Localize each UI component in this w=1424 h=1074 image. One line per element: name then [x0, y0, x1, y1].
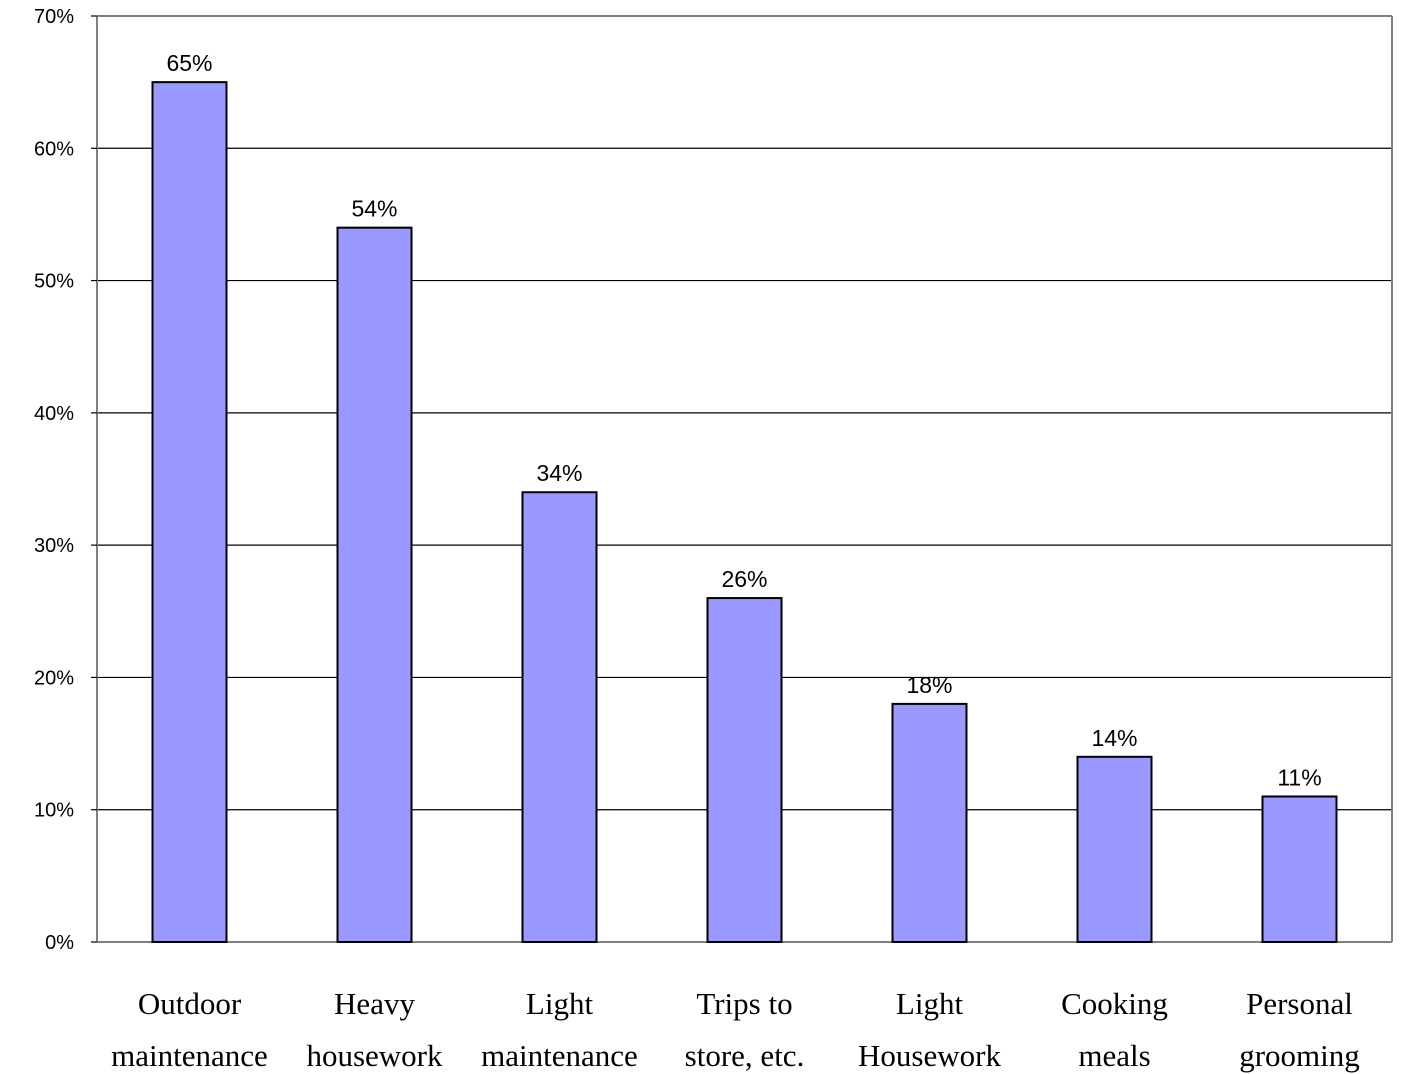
- bar: [891, 702, 968, 944]
- x-axis-categories: Outdoor maintenance Heavy housework Light mai…: [111, 986, 1360, 1073]
- x-category-label: Cooking meals: [1061, 986, 1168, 1073]
- y-tick-label: 70%: [34, 6, 74, 28]
- y-tick-label: 30%: [34, 535, 74, 557]
- x-category-label: Light Housework: [858, 986, 1001, 1073]
- bars: [151, 81, 1338, 944]
- x-category-label: Outdoor maintenance: [111, 986, 268, 1073]
- bar: [151, 81, 228, 943]
- x-category-label: Light maintenance: [481, 986, 638, 1073]
- x-category-label: Trips to store, etc.: [685, 986, 805, 1073]
- bar: [521, 491, 598, 943]
- bar-value-label: 34%: [536, 460, 582, 486]
- y-tick-label: 50%: [34, 271, 74, 293]
- bar: [336, 226, 413, 943]
- bar-value-label: 11%: [1277, 764, 1321, 790]
- bar-value-label: 18%: [906, 672, 952, 698]
- x-category-label: Personal grooming: [1239, 986, 1360, 1073]
- y-tick-label: 0%: [45, 932, 74, 954]
- bar-value-label: 14%: [1091, 725, 1137, 751]
- gridlines: [97, 147, 1392, 811]
- bar-value-label: 26%: [721, 566, 767, 592]
- bar-value-label: 65%: [166, 50, 212, 76]
- bar: [1261, 795, 1338, 943]
- x-category-label: Heavy housework: [306, 986, 443, 1073]
- y-axis: 0% 10% 20% 30% 40% 50% 60% 70%: [34, 6, 97, 954]
- data-labels: 65% 54% 34% 26% 18% 14% 11%: [166, 50, 1321, 790]
- y-tick-label: 20%: [34, 667, 74, 689]
- bar: [706, 597, 783, 943]
- bar-value-label: 54%: [351, 196, 397, 222]
- y-tick-label: 10%: [34, 800, 74, 822]
- y-tick-label: 60%: [34, 138, 74, 160]
- bar: [1076, 755, 1153, 943]
- y-tick-label: 40%: [34, 403, 74, 425]
